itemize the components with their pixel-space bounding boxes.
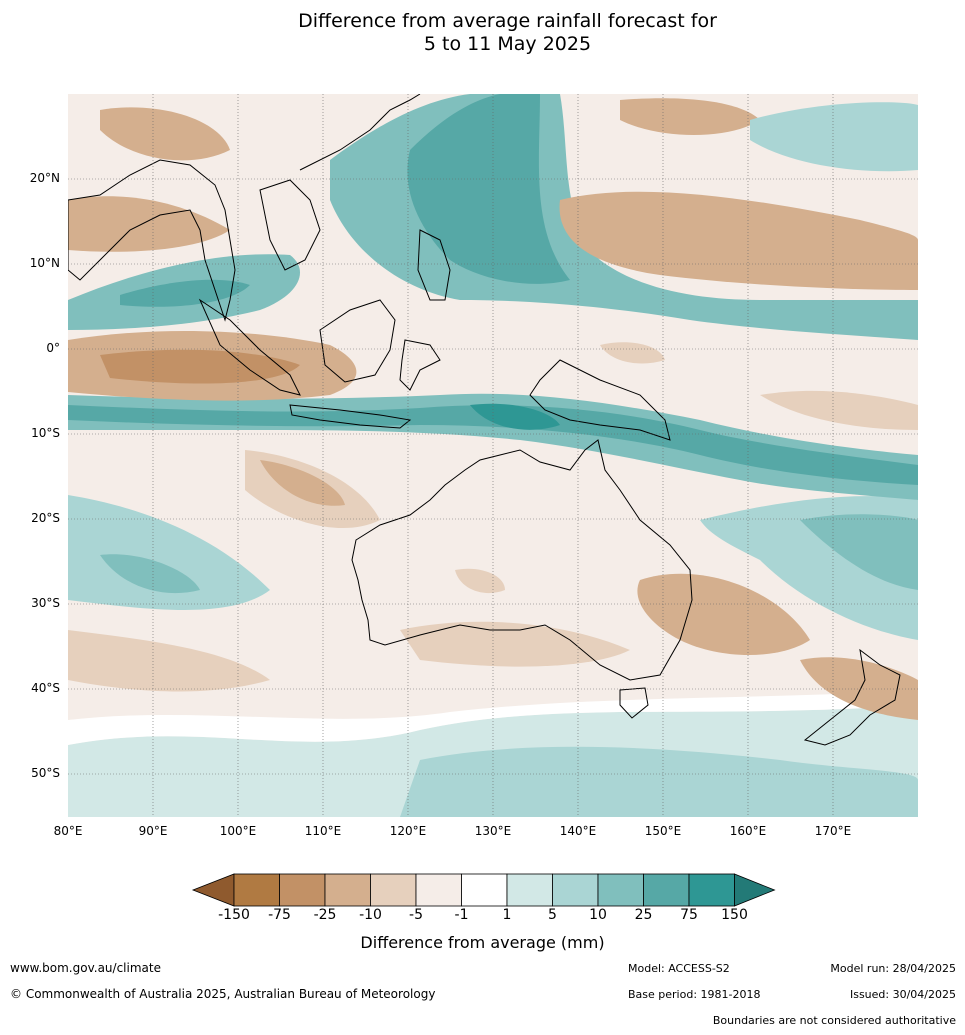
footer-disclaimer: Boundaries are not considered authoritat… (712, 1014, 956, 1027)
wa-offshore-brown (260, 460, 345, 506)
colorbar-swatch (461, 873, 508, 907)
lon-label: 150°E (644, 824, 682, 838)
footer-model: Model: ACCESS-S2 (628, 962, 730, 975)
colorbar-tick-label: 1 (502, 907, 512, 923)
eq-pacific-brown-2 (760, 390, 918, 430)
colorbar-tick-label: -150 (218, 907, 250, 923)
colorbar-extend-low (191, 873, 235, 907)
lat-label: 0° (46, 341, 60, 355)
java-coastline (289, 404, 412, 429)
colorbar-swatch (597, 873, 644, 907)
colorbar-tick-label: -5 (409, 907, 423, 923)
lon-label: 130°E (474, 824, 512, 838)
lon-label: 100°E (219, 824, 257, 838)
gridlines (68, 94, 918, 817)
australia-coastline (351, 439, 693, 681)
arafura-teal-max (470, 403, 560, 430)
colorbar-swatches (191, 873, 776, 907)
philippines-coastline (417, 229, 451, 301)
south-china-land-brown (100, 107, 230, 161)
colorbar-swatch (370, 873, 417, 907)
title-line-1: Difference from average rainfall forecas… (298, 10, 717, 32)
colorbar-tick-label: 75 (680, 907, 698, 923)
tasmania-coastline (619, 687, 649, 719)
lon-label: 170°E (814, 824, 852, 838)
colorbar-tick-label: 150 (721, 907, 748, 923)
lat-label: 50°S (31, 766, 60, 780)
footer-url[interactable]: www.bom.gov.au/climate (10, 961, 161, 975)
colorbar-tick-label: -1 (454, 907, 469, 923)
lon-label: 80°E (53, 824, 83, 838)
sw-ocean-teal (68, 495, 270, 610)
new-guinea-coastline (529, 359, 671, 441)
bay-of-bengal-teal-dark (120, 279, 250, 307)
colorbar-extend-high (734, 873, 776, 907)
north-indian-brown (68, 196, 230, 252)
borneo-coastline (319, 299, 396, 383)
title-line-2: 5 to 11 May 2025 (423, 33, 592, 55)
lat-label: 30°S (31, 596, 60, 610)
footer-base-period: Base period: 1981-2018 (628, 988, 761, 1001)
north-pacific-brown-2 (620, 98, 760, 135)
equatorial-brown-dark (100, 349, 300, 384)
lat-label: 20°N (29, 171, 60, 185)
footer-copyright: © Commonwealth of Australia 2025, Austra… (10, 987, 436, 1001)
colorbar-swatch (324, 873, 371, 907)
colorbar-tick-label: 10 (589, 907, 607, 923)
lon-label: 110°E (304, 824, 342, 838)
colorbar-swatch (506, 873, 553, 907)
eq-pacific-brown (600, 342, 665, 364)
colorbar-swatch (279, 873, 326, 907)
colorbar-tick-label: -10 (359, 907, 382, 923)
australia-interior-brown (455, 568, 505, 594)
lat-label: 20°S (31, 511, 60, 525)
se-asia-coastline (68, 159, 236, 322)
colorbar-tick-label: -25 (313, 907, 337, 923)
indian-south-brown (68, 630, 270, 692)
colorbar-swatch (643, 873, 690, 907)
south-australia-brown (400, 621, 630, 667)
colorbar-swatch (552, 873, 599, 907)
footer-issued: Issued: 30/04/2025 (849, 988, 956, 1001)
indochina-coastline (259, 179, 321, 271)
colorbar-swatch (688, 873, 735, 907)
lat-label: 40°S (31, 681, 60, 695)
maritime-teal-band-dark (68, 405, 918, 485)
colorbar-tick-label: 5 (548, 907, 557, 923)
lat-label: 10°N (29, 256, 60, 270)
colorbar-tick-label: -75 (268, 907, 291, 923)
sulawesi-coastline (399, 339, 441, 391)
footer-model-run: Model run: 28/04/2025 (830, 962, 956, 975)
colorbar-tick-label: 25 (634, 907, 653, 923)
lon-label: 120°E (389, 824, 427, 838)
lon-label: 140°E (559, 824, 597, 838)
pacific-south-teal-dark (800, 514, 918, 590)
tasman-brown (637, 573, 810, 655)
lon-label: 160°E (729, 824, 767, 838)
new-zealand-coastline (803, 648, 901, 746)
sw-ocean-teal-dark (100, 554, 200, 594)
colorbar-swatch (415, 873, 462, 907)
sumatra-coastline (198, 298, 301, 396)
white-band-south (68, 690, 918, 745)
lat-label: 10°S (31, 426, 60, 440)
southern-ocean-teal (400, 746, 918, 817)
lon-label: 90°E (138, 824, 168, 838)
chart-title: Difference from average rainfall forecas… (0, 10, 965, 56)
colorbar-label: Difference from average (mm) (360, 933, 605, 952)
philippine-sea-teal-dark (407, 94, 570, 284)
coastlines (68, 94, 901, 746)
china-coastline (299, 94, 421, 171)
north-pacific-teal (750, 102, 918, 172)
north-pacific-brown (559, 191, 918, 290)
colorbar-swatch (233, 873, 280, 907)
